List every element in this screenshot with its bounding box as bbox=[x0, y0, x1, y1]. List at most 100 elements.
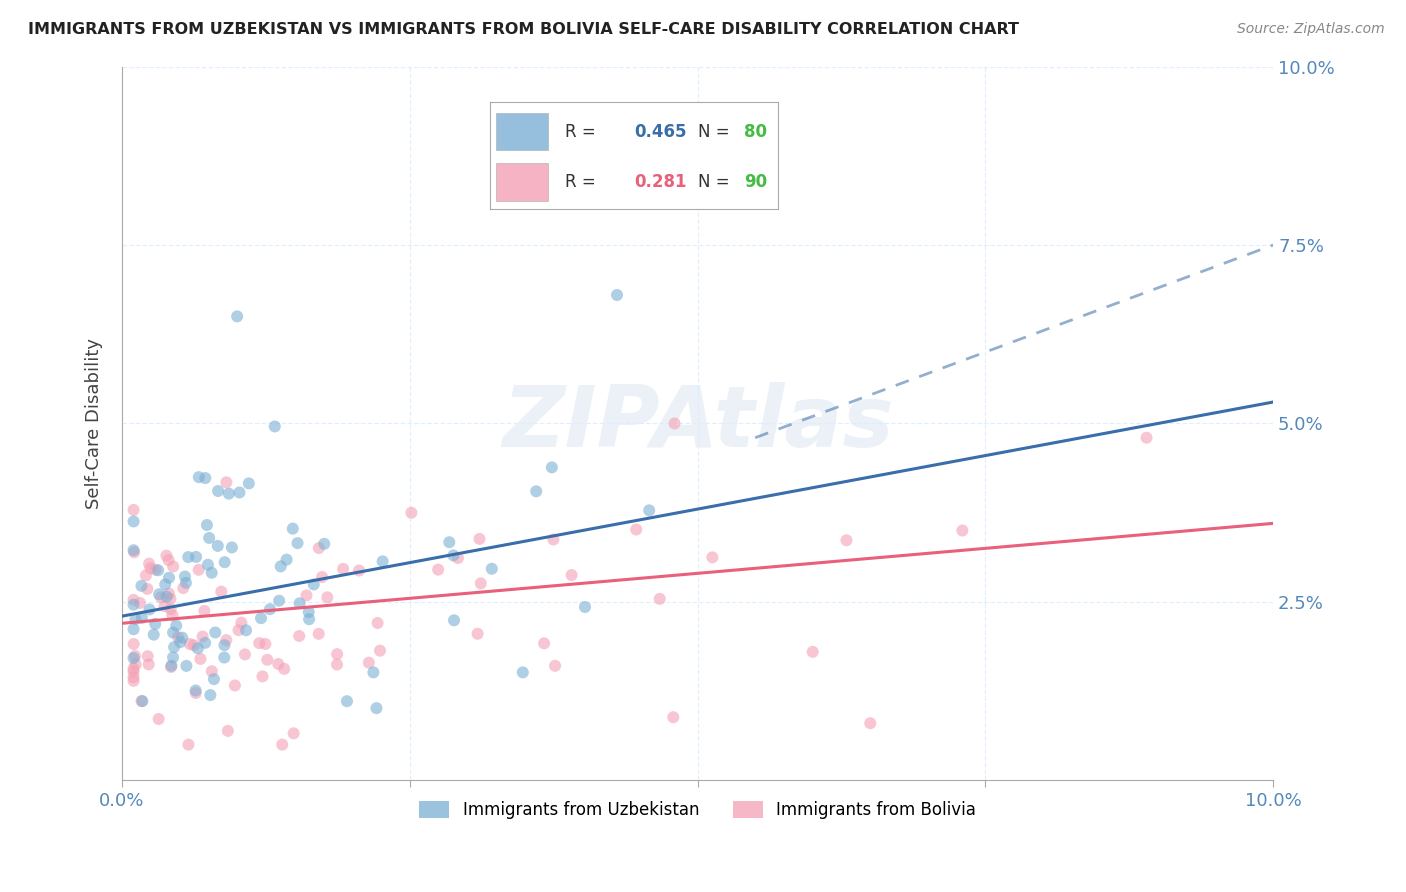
Immigrants from Uzbekistan bbox=[177, 550, 200, 565]
Immigrants from Uzbekistan bbox=[155, 577, 177, 591]
Immigrants from Bolivia bbox=[122, 545, 145, 559]
Immigrants from Bolivia bbox=[271, 738, 294, 752]
Immigrants from Uzbekistan bbox=[744, 167, 766, 181]
Immigrants from Bolivia bbox=[135, 568, 157, 582]
Immigrants from Bolivia bbox=[357, 656, 380, 670]
Immigrants from Uzbekistan bbox=[163, 640, 186, 654]
Immigrants from Uzbekistan bbox=[281, 522, 304, 536]
Immigrants from Uzbekistan bbox=[302, 577, 325, 591]
Immigrants from Uzbekistan bbox=[226, 310, 249, 324]
Immigrants from Bolivia bbox=[149, 591, 172, 605]
Immigrants from Bolivia bbox=[256, 653, 278, 667]
Immigrants from Uzbekistan bbox=[122, 543, 145, 558]
Immigrants from Uzbekistan bbox=[207, 483, 229, 498]
Immigrants from Uzbekistan bbox=[235, 624, 257, 638]
Immigrants from Bolivia bbox=[122, 637, 145, 651]
Immigrants from Bolivia bbox=[136, 582, 159, 596]
Immigrants from Bolivia bbox=[367, 615, 389, 630]
Immigrants from Bolivia bbox=[401, 506, 423, 520]
Immigrants from Bolivia bbox=[228, 623, 250, 637]
Immigrants from Uzbekistan bbox=[638, 503, 661, 517]
Immigrants from Uzbekistan bbox=[194, 636, 217, 650]
Immigrants from Bolivia bbox=[122, 593, 145, 607]
Immigrants from Uzbekistan bbox=[201, 566, 224, 580]
Immigrants from Bolivia bbox=[217, 723, 239, 738]
Immigrants from Bolivia bbox=[561, 568, 583, 582]
Immigrants from Bolivia bbox=[427, 563, 450, 577]
Immigrants from Bolivia bbox=[835, 533, 858, 548]
Immigrants from Bolivia bbox=[267, 657, 290, 671]
Immigrants from Uzbekistan bbox=[160, 658, 183, 673]
Immigrants from Bolivia bbox=[1135, 431, 1157, 445]
Immigrants from Bolivia bbox=[308, 627, 330, 641]
Immigrants from Bolivia bbox=[177, 738, 200, 752]
Immigrants from Uzbekistan bbox=[540, 460, 562, 475]
Immigrants from Uzbekistan bbox=[441, 549, 464, 563]
Immigrants from Uzbekistan bbox=[172, 631, 194, 645]
Immigrants from Uzbekistan bbox=[200, 688, 222, 702]
Immigrants from Bolivia bbox=[224, 678, 246, 692]
Immigrants from Bolivia bbox=[233, 648, 256, 662]
Immigrants from Uzbekistan bbox=[269, 593, 291, 607]
Immigrants from Uzbekistan bbox=[131, 694, 153, 708]
Immigrants from Bolivia bbox=[138, 657, 160, 672]
Immigrants from Uzbekistan bbox=[142, 628, 165, 642]
Immigrants from Uzbekistan bbox=[298, 612, 321, 626]
Immigrants from Bolivia bbox=[624, 523, 647, 537]
Immigrants from Bolivia bbox=[122, 670, 145, 684]
Immigrants from Uzbekistan bbox=[276, 552, 298, 566]
Immigrants from Uzbekistan bbox=[162, 625, 184, 640]
Immigrants from Bolivia bbox=[468, 532, 491, 546]
Immigrants from Uzbekistan bbox=[122, 651, 145, 665]
Immigrants from Bolivia bbox=[702, 550, 724, 565]
Immigrants from Bolivia bbox=[470, 576, 492, 591]
Immigrants from Uzbekistan bbox=[162, 650, 184, 665]
Immigrants from Uzbekistan bbox=[270, 559, 292, 574]
Immigrants from Uzbekistan bbox=[174, 569, 197, 583]
Immigrants from Bolivia bbox=[122, 503, 145, 517]
Immigrants from Bolivia bbox=[159, 591, 181, 606]
Immigrants from Uzbekistan bbox=[263, 419, 285, 434]
Immigrants from Uzbekistan bbox=[207, 539, 229, 553]
Immigrants from Bolivia bbox=[139, 561, 162, 575]
Immigrants from Bolivia bbox=[316, 591, 339, 605]
Immigrants from Uzbekistan bbox=[606, 288, 628, 302]
Immigrants from Bolivia bbox=[332, 562, 354, 576]
Immigrants from Uzbekistan bbox=[148, 587, 170, 601]
Immigrants from Uzbekistan bbox=[184, 549, 207, 564]
Immigrants from Uzbekistan bbox=[176, 659, 198, 673]
Immigrants from Bolivia bbox=[648, 591, 671, 606]
Immigrants from Bolivia bbox=[283, 726, 305, 740]
Immigrants from Bolivia bbox=[859, 716, 882, 731]
Immigrants from Bolivia bbox=[215, 633, 238, 648]
Immigrants from Uzbekistan bbox=[214, 555, 236, 569]
Immigrants from Uzbekistan bbox=[228, 485, 250, 500]
Immigrants from Uzbekistan bbox=[371, 554, 394, 568]
Immigrants from Bolivia bbox=[162, 608, 184, 623]
Immigrants from Uzbekistan bbox=[174, 575, 197, 590]
Immigrants from Bolivia bbox=[273, 662, 295, 676]
Immigrants from Uzbekistan bbox=[122, 622, 145, 636]
Immigrants from Uzbekistan bbox=[138, 602, 160, 616]
Immigrants from Bolivia bbox=[209, 584, 232, 599]
Immigrants from Uzbekistan bbox=[298, 605, 321, 619]
Immigrants from Bolivia bbox=[167, 630, 190, 644]
Immigrants from Uzbekistan bbox=[148, 563, 170, 577]
Immigrants from Bolivia bbox=[308, 541, 330, 555]
Immigrants from Bolivia bbox=[201, 665, 224, 679]
Immigrants from Bolivia bbox=[157, 553, 180, 567]
Immigrants from Bolivia bbox=[215, 475, 238, 490]
Immigrants from Uzbekistan bbox=[131, 611, 153, 625]
Immigrants from Uzbekistan bbox=[314, 537, 336, 551]
Immigrants from Bolivia bbox=[231, 615, 253, 630]
Immigrants from Uzbekistan bbox=[122, 598, 145, 612]
Immigrants from Bolivia bbox=[950, 524, 973, 538]
Immigrants from Uzbekistan bbox=[288, 596, 311, 610]
Immigrants from Bolivia bbox=[326, 647, 349, 661]
Immigrants from Uzbekistan bbox=[439, 535, 461, 549]
Immigrants from Bolivia bbox=[447, 551, 470, 566]
Immigrants from Bolivia bbox=[159, 602, 181, 616]
Immigrants from Uzbekistan bbox=[198, 531, 221, 545]
Immigrants from Bolivia bbox=[183, 638, 205, 652]
Immigrants from Bolivia bbox=[533, 636, 555, 650]
